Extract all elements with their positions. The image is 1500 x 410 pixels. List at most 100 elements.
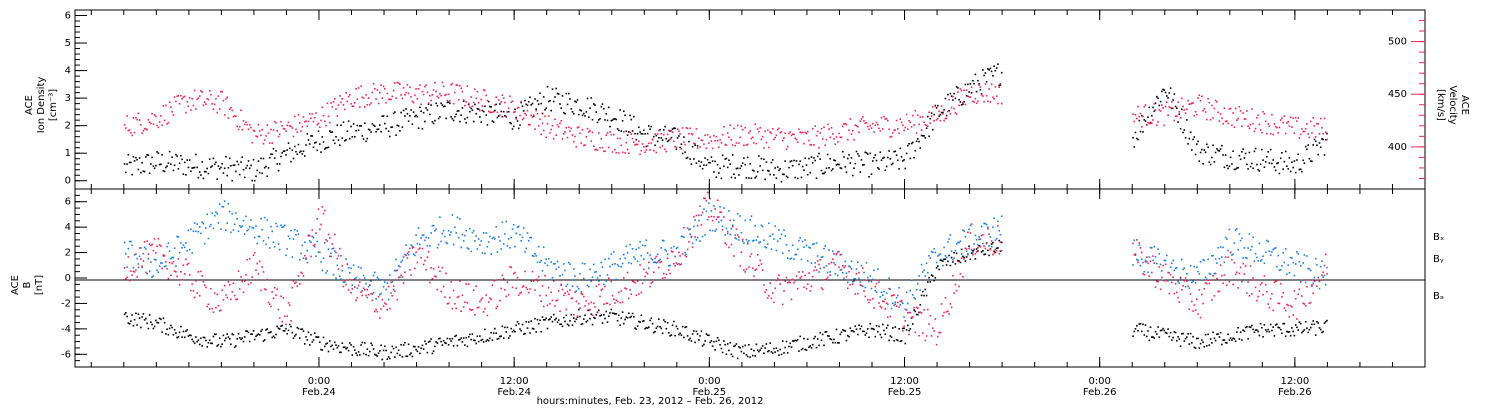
- density-point: [639, 131, 641, 133]
- density-point: [389, 135, 391, 138]
- by-point: [540, 259, 542, 262]
- bz-point: [1213, 295, 1216, 297]
- bx-point: [349, 342, 351, 344]
- density-point: [421, 127, 424, 130]
- velocity-point: [1289, 116, 1292, 119]
- velocity-point: [914, 109, 917, 112]
- density-point: [469, 110, 471, 113]
- bz-point: [998, 252, 1000, 255]
- bx-point: [813, 337, 815, 340]
- velocity-point: [898, 132, 900, 135]
- bx-point: [177, 336, 180, 338]
- bx-point: [237, 333, 240, 335]
- by-point: [1207, 258, 1209, 261]
- density-point: [924, 137, 927, 139]
- by-point: [1267, 240, 1269, 243]
- density-point: [193, 166, 196, 169]
- density-point: [830, 169, 833, 172]
- by-point: [411, 245, 414, 248]
- by-point: [421, 234, 424, 237]
- density-point: [487, 100, 490, 103]
- bx-point: [706, 334, 709, 336]
- velocity-point: [1151, 122, 1153, 124]
- density-point: [584, 115, 586, 117]
- bx-point: [1226, 342, 1228, 344]
- by-point: [840, 253, 843, 256]
- by-point: [874, 289, 877, 292]
- velocity-point: [1317, 123, 1319, 125]
- by-point: [392, 288, 395, 291]
- velocity-point: [1319, 117, 1322, 120]
- by-point: [703, 208, 705, 210]
- bz-point: [511, 286, 514, 289]
- bottom-ytick-label: 6: [65, 197, 71, 208]
- bz-point: [540, 300, 542, 303]
- velocity-point: [875, 121, 878, 124]
- by-point: [1217, 247, 1219, 249]
- bx-point: [362, 352, 365, 355]
- by-point: [604, 258, 606, 261]
- bz-point: [626, 271, 629, 274]
- by-point: [623, 253, 625, 256]
- density-point: [965, 95, 968, 97]
- by-point: [1166, 254, 1168, 257]
- velocity-point: [1262, 111, 1264, 113]
- by-point: [321, 269, 324, 272]
- by-point: [843, 277, 845, 280]
- velocity-point: [430, 99, 432, 102]
- by-point: [728, 210, 730, 212]
- by-point: [1308, 268, 1311, 270]
- velocity-point: [580, 142, 583, 144]
- velocity-point: [1141, 126, 1143, 128]
- velocity-point: [623, 131, 625, 133]
- velocity-point: [157, 126, 160, 129]
- velocity-point: [246, 123, 248, 126]
- bz-point: [346, 263, 349, 265]
- bz-point: [425, 268, 427, 271]
- bz-point: [205, 286, 207, 289]
- bx-point: [1247, 337, 1249, 340]
- by-point: [331, 248, 334, 250]
- by-point: [663, 240, 665, 242]
- bx-point: [1132, 335, 1134, 337]
- density-point: [890, 163, 893, 166]
- bz-point: [320, 223, 322, 226]
- velocity-point: [1174, 115, 1177, 117]
- bz-point: [492, 279, 495, 282]
- velocity-point: [581, 129, 584, 131]
- bz-point: [261, 266, 263, 268]
- density-point: [197, 176, 200, 179]
- bx-point: [1286, 330, 1288, 333]
- bx-point: [619, 324, 621, 326]
- by-point: [1247, 247, 1249, 249]
- velocity-point: [834, 143, 837, 145]
- by-point: [675, 247, 678, 250]
- velocity-point: [844, 123, 847, 125]
- density-point: [872, 160, 874, 162]
- bottom-ylabel: ACE B [nT]: [10, 275, 45, 295]
- bz-point: [1281, 296, 1283, 298]
- by-point: [565, 285, 568, 288]
- by-point: [1302, 262, 1304, 264]
- bx-point: [409, 353, 411, 356]
- by-point: [1289, 256, 1292, 259]
- density-point: [1267, 151, 1269, 153]
- velocity-point: [324, 120, 326, 123]
- velocity-point: [140, 123, 142, 126]
- bz-point: [220, 309, 222, 312]
- density-point: [277, 169, 280, 172]
- density-point: [185, 174, 187, 176]
- bx-point: [711, 345, 714, 347]
- bz-point: [844, 265, 847, 267]
- velocity-point: [347, 95, 350, 98]
- bx-point: [644, 327, 646, 330]
- velocity-point: [760, 138, 763, 141]
- velocity-point: [539, 118, 541, 120]
- bx-point: [897, 339, 899, 342]
- by-point: [1262, 255, 1264, 257]
- bx-point: [431, 352, 434, 355]
- by-point: [912, 294, 914, 296]
- bz-point: [753, 275, 755, 277]
- x-axis-label: hours:minutes, Feb. 23, 2012 – Feb. 26, …: [537, 396, 764, 407]
- bz-point: [534, 289, 536, 291]
